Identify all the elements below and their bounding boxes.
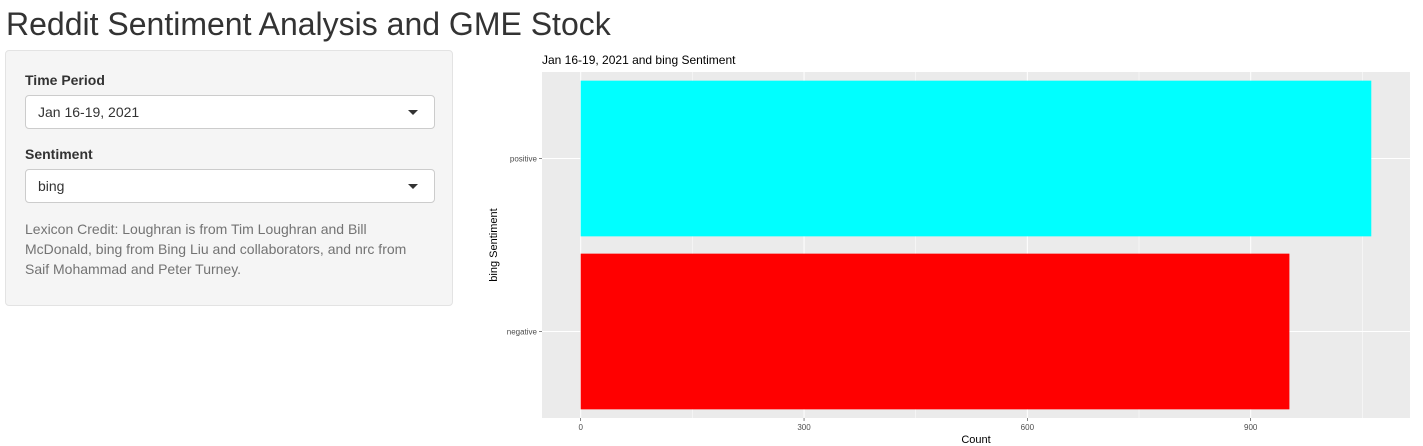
- lexicon-credit-text: Lexicon Credit: Loughran is from Tim Lou…: [25, 221, 407, 277]
- x-axis-title: Count: [961, 434, 990, 446]
- page-title: Reddit Sentiment Analysis and GME Stock: [6, 6, 611, 42]
- time-period-value: Jan 16-19, 2021: [38, 104, 140, 120]
- x-tick-label: 600: [1021, 423, 1035, 432]
- time-period-select[interactable]: Jan 16-19, 2021: [25, 95, 435, 129]
- y-axis-title: bing Sentiment: [488, 208, 500, 281]
- x-tick-label: 0: [578, 423, 583, 432]
- x-tick-label: 900: [1244, 423, 1258, 432]
- chevron-down-icon: [408, 184, 418, 189]
- bar-positive: [580, 80, 1372, 237]
- sidebar-panel: Time Period Jan 16-19, 2021 Sentiment bi…: [5, 50, 453, 306]
- time-period-label: Time Period: [25, 72, 105, 88]
- x-tick-label: 300: [797, 423, 811, 432]
- y-tick-label: negative: [507, 328, 538, 337]
- sentiment-select[interactable]: bing: [25, 169, 435, 203]
- sentiment-bar-chart: Jan 16-19, 2021 and bing Sentiment 0 300 6…: [488, 53, 1410, 446]
- chevron-down-icon: [408, 110, 418, 115]
- bar-negative: [580, 253, 1290, 410]
- y-tick-label: positive: [510, 155, 538, 164]
- axes: 0 300 600 900 negative positive: [507, 155, 1258, 433]
- sentiment-value: bing: [38, 178, 65, 194]
- bars: [580, 80, 1372, 410]
- chart-title: Jan 16-19, 2021 and bing Sentiment: [542, 53, 736, 67]
- sentiment-label: Sentiment: [25, 146, 93, 162]
